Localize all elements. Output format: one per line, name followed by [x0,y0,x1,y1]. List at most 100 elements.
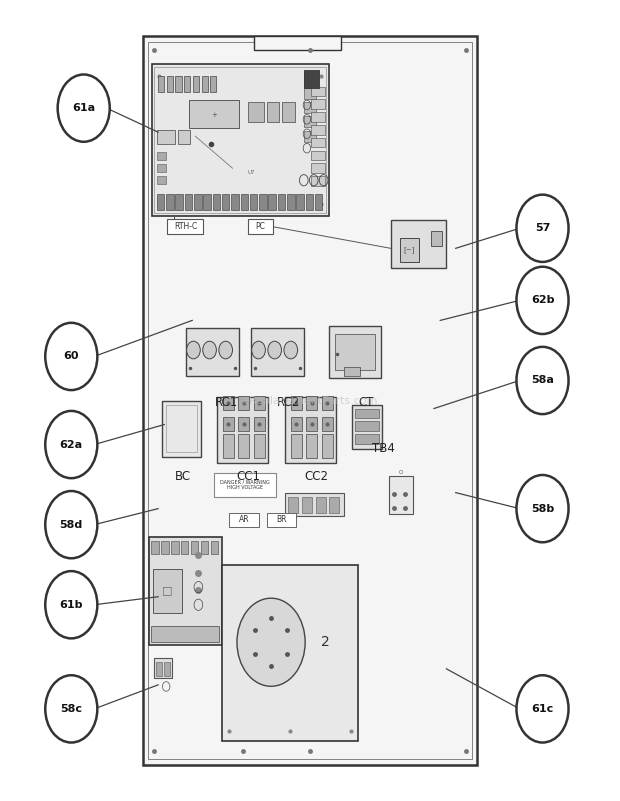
Circle shape [268,341,281,359]
Bar [161,541,169,554]
Bar [222,565,358,741]
Bar [311,99,325,109]
Bar [302,497,312,513]
Text: eReplacementParts.com: eReplacementParts.com [242,396,378,405]
Circle shape [516,475,569,542]
Bar [158,76,164,92]
Bar [306,417,317,431]
Bar [311,163,325,173]
Bar [157,176,166,184]
Bar [254,434,265,458]
Bar [306,396,317,410]
Text: CC2: CC2 [304,470,328,483]
Bar [389,476,413,514]
Circle shape [45,675,97,743]
Bar [151,541,159,554]
Bar [400,238,419,262]
Bar [291,417,302,431]
Bar [311,112,325,122]
Bar [217,397,268,463]
Text: AR: AR [239,515,250,525]
Text: O: O [399,470,403,475]
Bar [223,417,234,431]
Bar [167,219,203,234]
Bar [248,102,264,122]
Text: 2: 2 [321,635,330,650]
Text: 62b: 62b [531,296,554,305]
Bar [322,434,333,458]
Bar [329,497,339,513]
Text: 61c: 61c [531,704,554,714]
Bar [157,164,166,172]
Bar [162,400,201,457]
Bar [148,42,472,759]
Bar [304,87,316,99]
Circle shape [516,195,569,262]
Bar [259,194,267,210]
Bar [329,326,381,378]
Bar [251,328,304,376]
Bar [391,220,446,268]
Bar [185,194,192,210]
Bar [149,537,222,645]
Text: BC: BC [175,470,191,483]
Bar [238,434,249,458]
Bar [189,100,239,128]
Text: RC2: RC2 [277,396,300,409]
Bar [254,36,341,50]
Bar [344,367,360,376]
Bar [166,194,174,210]
Bar [355,409,379,418]
Bar [214,473,276,497]
Bar [288,497,298,513]
Bar [296,194,304,210]
Bar [268,194,276,210]
Bar [194,194,202,210]
Circle shape [237,598,305,686]
Bar [231,194,239,210]
Bar [191,541,198,554]
Bar [248,219,273,234]
Bar [186,328,239,376]
Text: DANGER / WARNING
HIGH VOLTAGE: DANGER / WARNING HIGH VOLTAGE [220,479,270,490]
Bar [431,231,442,246]
Bar [211,541,218,554]
Bar [250,194,257,210]
Text: 57: 57 [535,223,550,233]
Bar [355,421,379,431]
Bar [171,541,179,554]
Bar [201,541,208,554]
Bar [151,626,219,642]
Text: RC1: RC1 [215,396,238,409]
Circle shape [45,411,97,478]
Bar [304,102,316,113]
Bar [311,125,325,135]
Text: [~]: [~] [404,247,415,253]
Bar [202,76,208,92]
Bar [304,73,316,84]
Text: 61b: 61b [60,600,83,610]
Bar [282,102,294,122]
Bar [287,194,294,210]
Text: 58d: 58d [60,520,83,529]
Bar [291,434,302,458]
Bar [223,396,234,410]
Text: 58c: 58c [60,704,82,714]
Text: +: + [211,111,217,118]
Text: 62a: 62a [60,440,83,449]
Circle shape [187,341,200,359]
Text: □: □ [162,586,172,595]
Bar [306,434,317,458]
Circle shape [58,74,110,142]
Bar [229,513,259,527]
Bar [311,87,325,96]
Bar [175,194,183,210]
Text: 60: 60 [63,352,79,361]
Bar [223,434,234,458]
Circle shape [252,341,265,359]
Bar [238,396,249,410]
Bar [154,658,172,678]
Bar [306,194,313,210]
Circle shape [45,571,97,638]
Circle shape [516,267,569,334]
